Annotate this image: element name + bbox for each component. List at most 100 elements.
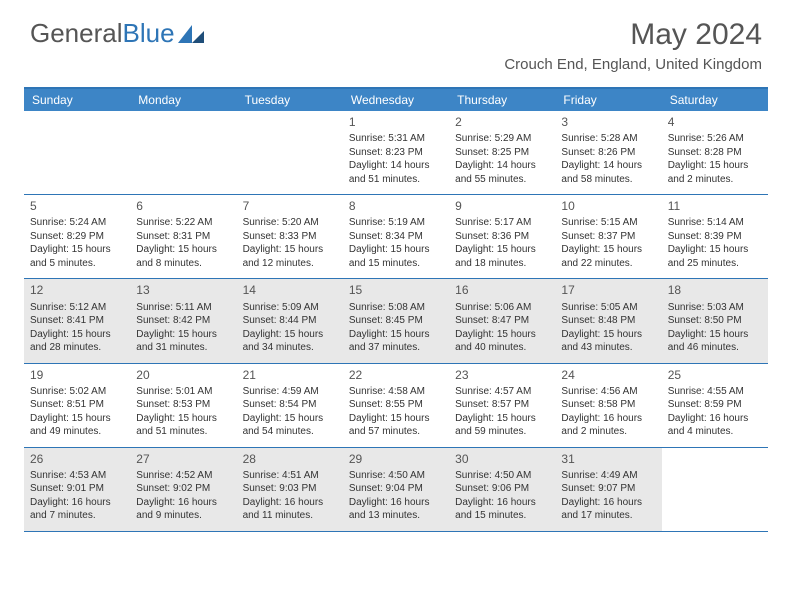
daylight-text: Daylight: 15 hours and 2 minutes. [668,159,762,186]
day-14: 14 Sunrise: 5:09 AMSunset: 8:44 PMDayligh… [237,279,343,362]
sunset-text: Sunset: 8:54 PM [243,398,337,412]
day-number: 1 [349,114,443,130]
week-row: 12Sunrise: 5:12 AMSunset: 8:41 PMDayligh… [24,279,768,363]
month-title: May 2024 [504,18,762,52]
daylight-text: Daylight: 14 hours and 55 minutes. [455,159,549,186]
sunrise-text: Sunrise: 5:24 AM [30,216,124,230]
daylight-text: Daylight: 15 hours and 34 minutes. [243,328,337,355]
sunrise-text: Sunrise: 4:53 AM [30,469,124,483]
day-number: 25 [668,367,762,383]
sunset-text: Sunset: 8:59 PM [668,398,762,412]
sunrise-text: Sunrise: 5:09 AM [243,301,337,315]
daylight-text: Daylight: 15 hours and 46 minutes. [668,328,762,355]
sunrise-text: Sunrise: 5:08 AM [349,301,443,315]
day-number: 22 [349,367,443,383]
weekday-tuesday: Tuesday [237,89,343,111]
sunrise-text: Sunrise: 4:58 AM [349,385,443,399]
sunset-text: Sunset: 9:04 PM [349,482,443,496]
sunset-text: Sunset: 8:58 PM [561,398,655,412]
sunrise-text: Sunrise: 5:26 AM [668,132,762,146]
day-number: 27 [136,451,230,467]
daylight-text: Daylight: 15 hours and 40 minutes. [455,328,549,355]
sunrise-text: Sunrise: 4:49 AM [561,469,655,483]
week-row: 19Sunrise: 5:02 AMSunset: 8:51 PMDayligh… [24,364,768,448]
sunrise-text: Sunrise: 5:15 AM [561,216,655,230]
day-21: 21Sunrise: 4:59 AMSunset: 8:54 PMDayligh… [237,364,343,447]
day-number: 20 [136,367,230,383]
day-number: 26 [30,451,124,467]
day-5: 5Sunrise: 5:24 AMSunset: 8:29 PMDaylight… [24,195,130,278]
sunrise-text: Sunrise: 4:51 AM [243,469,337,483]
daylight-text: Daylight: 16 hours and 7 minutes. [30,496,124,523]
day-number: 14 [243,282,337,298]
day-number: 5 [30,198,124,214]
weekday-thursday: Thursday [449,89,555,111]
empty-cell [130,111,236,194]
sunset-text: Sunset: 8:31 PM [136,230,230,244]
day-19: 19 Sunrise: 5:02 AMSunset: 8:51 PMDayligh… [24,364,130,447]
day-number: 21 [243,367,337,383]
day-number: 10 [561,198,655,214]
day-17: 17Sunrise: 5:05 AMSunset: 8:48 PMDayligh… [555,279,661,362]
day-1: 1Sunrise: 5:31 AMSunset: 8:23 PMDaylight… [343,111,449,194]
day-number: 16 [455,282,549,298]
day-number: 4 [668,114,762,130]
daylight-text: Daylight: 15 hours and 5 minutes. [30,243,124,270]
daylight-text: Daylight: 15 hours and 12 minutes. [243,243,337,270]
location: Crouch End, England, United Kingdom [504,56,762,73]
sunset-text: Sunset: 9:06 PM [455,482,549,496]
sunrise-text: Sunrise: 5:22 AM [136,216,230,230]
sunrise-text: Sunrise: 5:29 AM [455,132,549,146]
daylight-text: Daylight: 16 hours and 4 minutes. [668,412,762,439]
day-23: 23Sunrise: 4:57 AMSunset: 8:57 PMDayligh… [449,364,555,447]
week-row: 26Sunrise: 4:53 AMSunset: 9:01 PMDayligh… [24,448,768,532]
header: GeneralBlue May 2024 Crouch End, England… [0,0,792,77]
sunrise-text: Sunrise: 5:28 AM [561,132,655,146]
daylight-text: Daylight: 16 hours and 17 minutes. [561,496,655,523]
logo-part2: Blue [123,18,175,49]
empty-cell [662,448,768,531]
day-number: 11 [668,198,762,214]
daylight-text: Daylight: 15 hours and 15 minutes. [349,243,443,270]
day-number: 15 [349,282,443,298]
day-11: 11Sunrise: 5:14 AMSunset: 8:39 PMDayligh… [662,195,768,278]
sunrise-text: Sunrise: 5:02 AM [30,385,124,399]
sunrise-text: Sunrise: 5:20 AM [243,216,337,230]
day-number: 23 [455,367,549,383]
sunset-text: Sunset: 8:48 PM [561,314,655,328]
sunset-text: Sunset: 8:25 PM [455,146,549,160]
sunset-text: Sunset: 8:55 PM [349,398,443,412]
daylight-text: Daylight: 15 hours and 54 minutes. [243,412,337,439]
day-16: 16Sunrise: 5:06 AMSunset: 8:47 PMDayligh… [449,279,555,362]
day-number: 24 [561,367,655,383]
sunrise-text: Sunrise: 5:05 AM [561,301,655,315]
weekday-saturday: Saturday [662,89,768,111]
calendar: SundayMondayTuesdayWednesdayThursdayFrid… [24,87,768,532]
daylight-text: Daylight: 15 hours and 22 minutes. [561,243,655,270]
day-9: 9Sunrise: 5:17 AMSunset: 8:36 PMDaylight… [449,195,555,278]
sunset-text: Sunset: 9:03 PM [243,482,337,496]
day-7: 7Sunrise: 5:20 AMSunset: 8:33 PMDaylight… [237,195,343,278]
sunrise-text: Sunrise: 4:57 AM [455,385,549,399]
day-13: 13Sunrise: 5:11 AMSunset: 8:42 PMDayligh… [130,279,236,362]
daylight-text: Daylight: 16 hours and 11 minutes. [243,496,337,523]
day-number: 7 [243,198,337,214]
week-row: 5Sunrise: 5:24 AMSunset: 8:29 PMDaylight… [24,195,768,279]
daylight-text: Daylight: 16 hours and 13 minutes. [349,496,443,523]
weekday-header: SundayMondayTuesdayWednesdayThursdayFrid… [24,89,768,111]
daylight-text: Daylight: 15 hours and 25 minutes. [668,243,762,270]
sunset-text: Sunset: 8:26 PM [561,146,655,160]
sunset-text: Sunset: 8:44 PM [243,314,337,328]
sunset-text: Sunset: 8:42 PM [136,314,230,328]
sunset-text: Sunset: 8:51 PM [30,398,124,412]
daylight-text: Daylight: 14 hours and 58 minutes. [561,159,655,186]
daylight-text: Daylight: 15 hours and 49 minutes. [30,412,124,439]
day-24: 24Sunrise: 4:56 AMSunset: 8:58 PMDayligh… [555,364,661,447]
day-8: 8Sunrise: 5:19 AMSunset: 8:34 PMDaylight… [343,195,449,278]
sunrise-text: Sunrise: 5:31 AM [349,132,443,146]
sunset-text: Sunset: 8:36 PM [455,230,549,244]
day-number: 19 [30,367,124,383]
day-number: 6 [136,198,230,214]
daylight-text: Daylight: 15 hours and 43 minutes. [561,328,655,355]
day-number: 29 [349,451,443,467]
